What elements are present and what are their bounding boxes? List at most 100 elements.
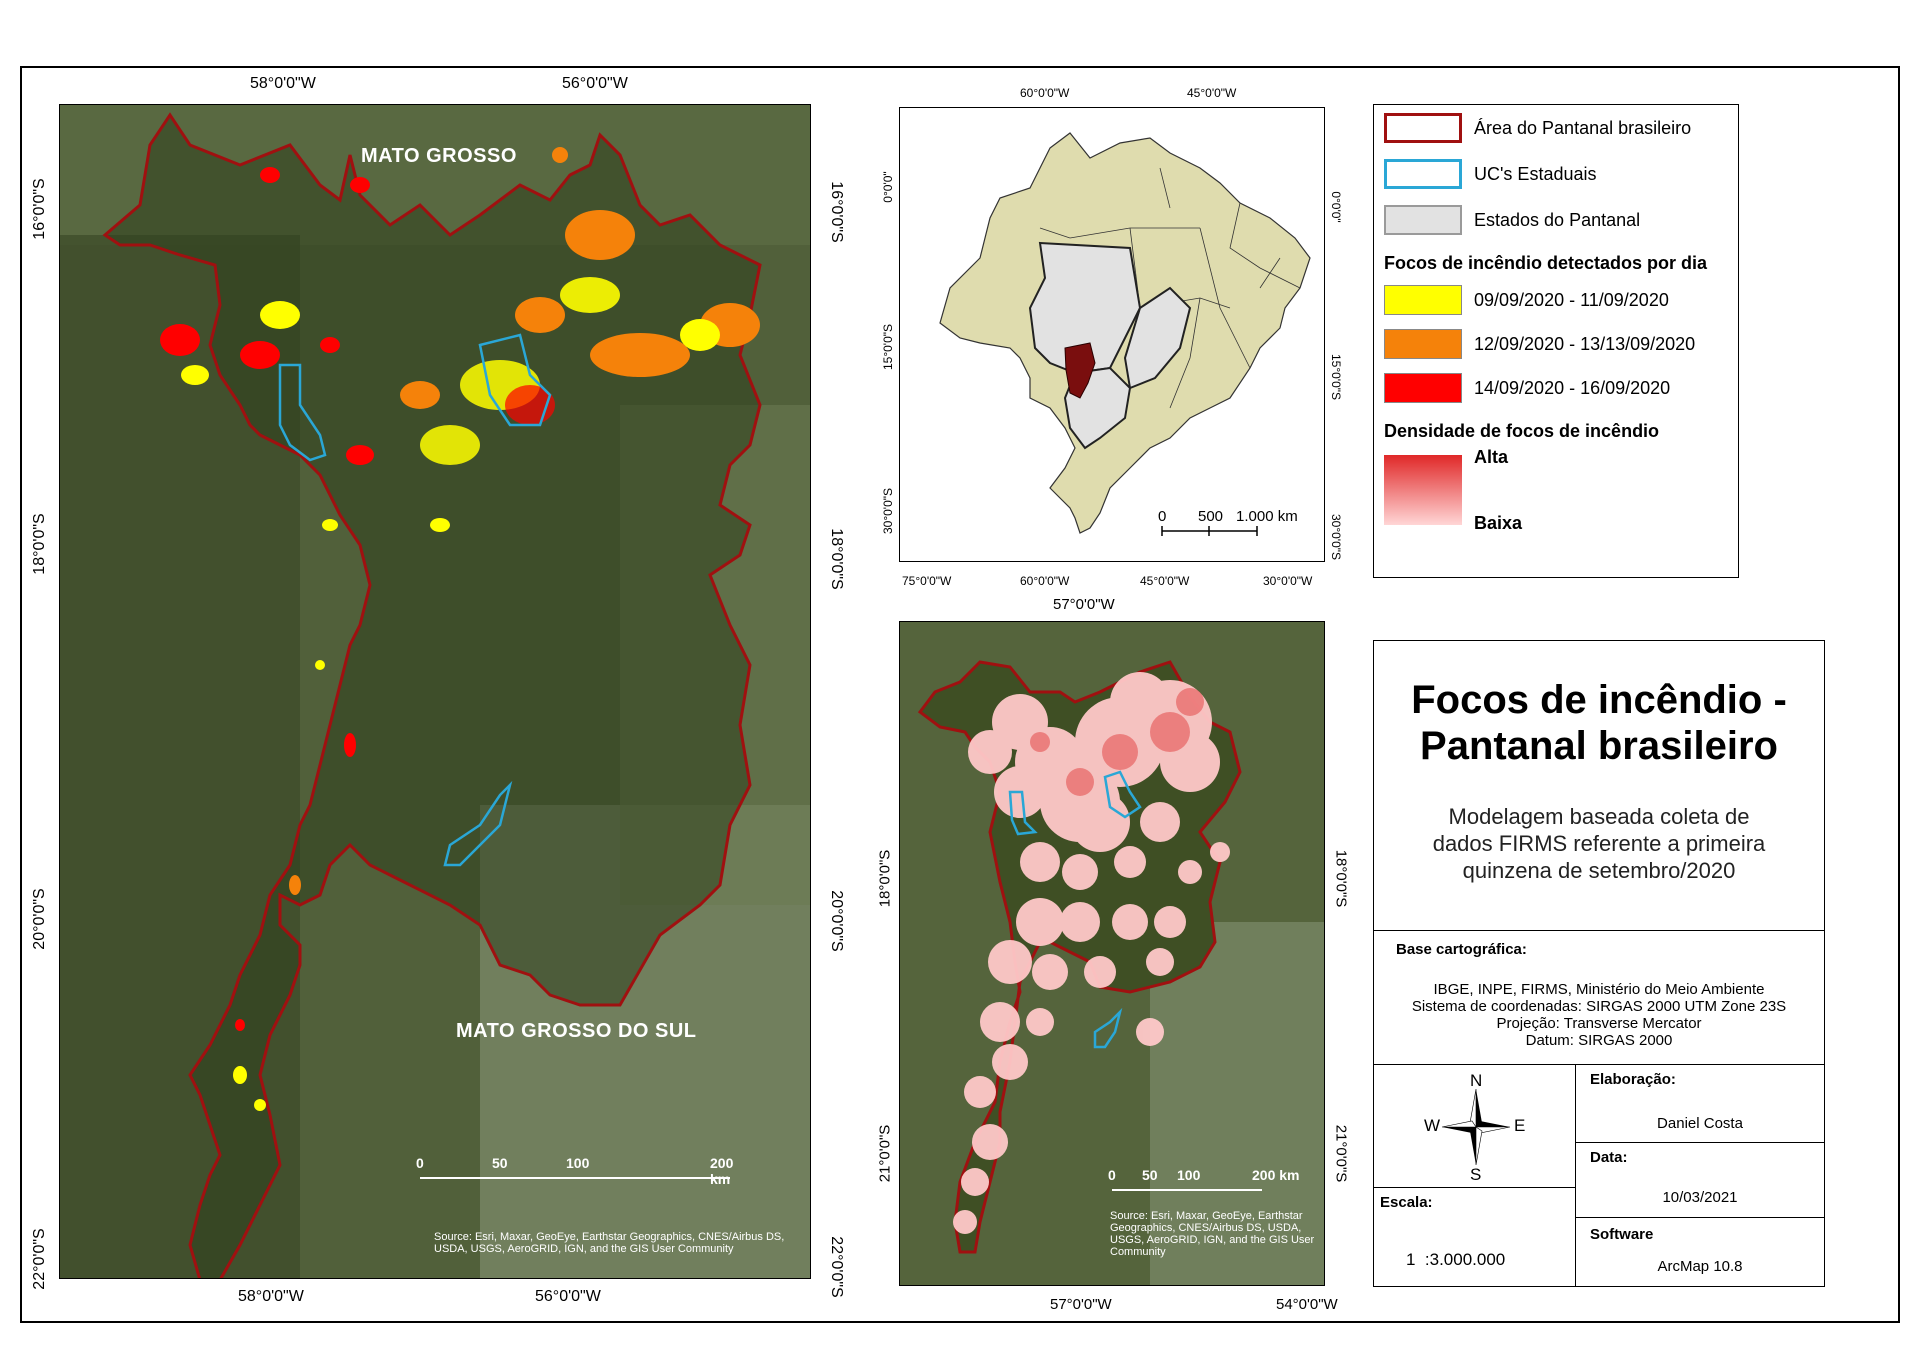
elaboracao-panel: Elaboração: Daniel Costa (1575, 1064, 1825, 1144)
coord-label: 60°0'0"W (1020, 574, 1070, 588)
inset-scale-tick: 500 (1198, 508, 1223, 525)
base-line: Datum: SIRGAS 2000 (1525, 1032, 1673, 1049)
compass-w: W (1424, 1116, 1441, 1135)
software-heading: Software (1590, 1226, 1654, 1243)
coord-label: 30°0'0"S (1329, 513, 1343, 561)
legend-density-heading: Densidade de focos de incêndio (1384, 421, 1660, 441)
legend-item-label: 09/09/2020 - 11/09/2020 (1474, 290, 1669, 310)
coord-label: 45°0'0"W (1187, 86, 1237, 100)
coord-label: 18°0'0"S (1332, 849, 1350, 908)
uc-estadual-outline (1008, 790, 1038, 836)
imagery-source-credit: Source: Esri, Maxar, GeoEye, Earthstar G… (434, 1231, 785, 1255)
main-map: MATO GROSSO MATO GROSSO DO SUL 0 50 100 … (59, 104, 811, 1279)
brazil-inset-map: 0 500 1.000 km (899, 107, 1325, 562)
scale-value: 1 :3.000.000 (1406, 1250, 1506, 1269)
north-arrow-icon (1441, 1088, 1511, 1166)
coord-label: 56°0'0"W (535, 1288, 601, 1305)
coord-label: 0°0'0" (881, 171, 895, 203)
legend-fire-swatch (1384, 373, 1462, 403)
title-line: Focos de incêndio - (1411, 678, 1787, 722)
imagery-source-credit: Source: Esri, Maxar, GeoEye, Earthstar G… (1110, 1210, 1315, 1258)
legend-item-label: Área do Pantanal brasileiro (1474, 118, 1692, 138)
coord-label: 30°0'0"S (881, 487, 895, 535)
uc-estadual-outline (1093, 1007, 1123, 1049)
base-line: IBGE, INPE, FIRMS, Ministério do Meio Am… (1433, 981, 1765, 998)
coord-label: 54°0'0"W (1276, 1296, 1338, 1313)
legend-item-label: 12/09/2020 - 13/13/09/2020 (1474, 334, 1696, 354)
coord-label: 18°0'0"S (31, 513, 48, 575)
main-map-svg (60, 105, 810, 1278)
legend-fire-heading: Focos de incêndio detectados por dia (1384, 253, 1708, 273)
compass-s: S (1470, 1165, 1482, 1184)
main-scale-bar: 0 50 100 200 km (416, 1155, 734, 1187)
compass-n: N (1470, 1071, 1483, 1090)
brazil-map-svg: 0 500 1.000 km (939, 132, 1311, 536)
coord-label: 0°0'0" (1329, 191, 1343, 223)
base-cartografica-panel: Base cartográfica: IBGE, INPE, FIRMS, Mi… (1373, 930, 1825, 1066)
scale-heading: Escala: (1380, 1194, 1433, 1211)
elaboracao-heading: Elaboração: (1590, 1071, 1676, 1088)
coord-label: 45°0'0"W (1140, 574, 1190, 588)
coord-label: 15°0'0"S (881, 323, 895, 371)
coord-label: 21°0'0"S (876, 1124, 894, 1183)
inset-scale-tick: 1.000 km (1236, 508, 1298, 525)
coord-label: 18°0'0"S (876, 849, 894, 908)
coord-label: 21°0'0"S (1332, 1124, 1350, 1183)
density-inset-map: 0 50 100 200 km Source: Esri, Maxar, Geo… (899, 621, 1325, 1286)
legend-fire-swatch (1384, 329, 1462, 359)
subtitle-line: dados FIRMS referente a primeira (1432, 831, 1766, 856)
pantanal-area-inset (1064, 342, 1096, 399)
compass-panel: N S W E (1373, 1064, 1577, 1189)
legend-item-label: UC's Estaduais (1474, 164, 1597, 184)
coord-label: 22°0'0"S (828, 1236, 845, 1298)
uc-estadual-outline (1103, 770, 1142, 819)
legend-density-high: Alta (1474, 447, 1509, 467)
coord-label: 60°0'0"W (1020, 86, 1070, 100)
map-title: Focos de incêndio - Pantanal brasileiro (1374, 677, 1824, 769)
title-line: Pantanal brasileiro (1420, 724, 1778, 768)
base-line: Projeção: Transverse Mercator (1496, 1015, 1702, 1032)
map-layout-frame (20, 66, 1900, 1323)
subtitle-line: quinzena de setembro/2020 (1462, 858, 1736, 883)
base-line: Sistema de coordenadas: SIRGAS 2000 UTM … (1411, 998, 1787, 1015)
subtitle-line: Modelagem baseada coleta de (1448, 804, 1750, 829)
legend-item (1384, 159, 1462, 189)
density-map-svg (900, 622, 1324, 1285)
legend-item-label: 14/09/2020 - 16/09/2020 (1474, 378, 1671, 398)
coord-label: 57°0'0"W (1053, 596, 1115, 613)
legend-item-label: Estados do Pantanal (1474, 210, 1641, 230)
scale-panel: Escala: 1 :3.000.000 (1373, 1187, 1577, 1287)
legend-fire-swatch (1384, 285, 1462, 315)
coord-label: 75°0'0"W (902, 574, 952, 588)
uc-estadual-outline (278, 363, 327, 462)
coord-label: 56°0'0"W (562, 75, 628, 92)
uc-estadual-outline (443, 780, 513, 867)
data-value: 10/03/2021 (1662, 1189, 1738, 1206)
coord-label: 58°0'0"W (238, 1288, 304, 1305)
density-scale-bar: 0 50 100 200 km (1108, 1167, 1312, 1197)
map-subtitle: Modelagem baseada coleta de dados FIRMS … (1374, 803, 1824, 884)
coord-label: 18°0'0"S (828, 528, 845, 590)
coord-label: 30°0'0"W (1263, 574, 1313, 588)
legend-panel: Área do Pantanal brasileiro UC's Estadua… (1373, 104, 1739, 578)
state-label-mato-grosso-do-sul: MATO GROSSO DO SUL (456, 1020, 697, 1042)
legend-item (1384, 113, 1462, 143)
fire-density-hotspots (1030, 688, 1204, 796)
fire-density-blobs (953, 672, 1230, 1234)
coord-label: 16°0'0"S (31, 178, 48, 240)
elaboracao-value: Daniel Costa (1657, 1115, 1743, 1132)
coord-label: 16°0'0"S (828, 181, 845, 243)
compass-e: E (1514, 1116, 1526, 1135)
coord-label: 22°0'0"S (31, 1228, 48, 1290)
data-panel: Data: 10/03/2021 (1575, 1142, 1825, 1219)
state-label-mato-grosso: MATO GROSSO (361, 145, 517, 167)
legend-density-low: Baixa (1474, 513, 1523, 533)
software-panel: Software ArcMap 10.8 (1575, 1217, 1825, 1287)
title-panel: Focos de incêndio - Pantanal brasileiro … (1373, 640, 1825, 932)
inset-scale-bar (1161, 526, 1258, 536)
inset-scale-tick: 0 (1158, 508, 1166, 525)
coord-label: 15°0'0"S (1329, 353, 1343, 401)
pantanal-boundary (102, 112, 762, 1278)
coord-label: 20°0'0"S (828, 890, 845, 952)
software-value: ArcMap 10.8 (1657, 1258, 1743, 1275)
